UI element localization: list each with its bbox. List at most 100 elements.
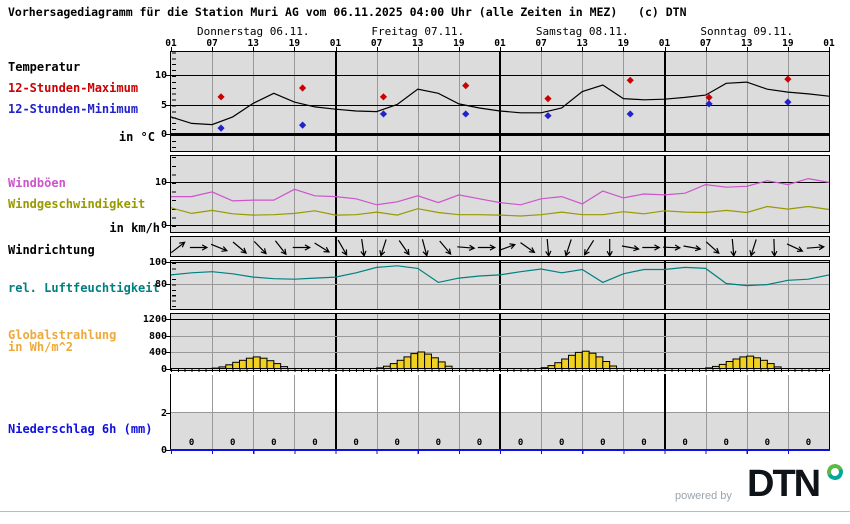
grid-line-v — [623, 156, 625, 232]
grid-line-v — [582, 156, 584, 232]
axis-tick — [500, 47, 501, 51]
axis-tick — [746, 47, 748, 51]
hour-tick-label: 01 — [658, 38, 671, 49]
y-axis-label: 10 — [154, 70, 167, 81]
day-boundary-line — [663, 236, 666, 257]
grid-line-v — [787, 375, 789, 449]
day-boundary-line — [499, 155, 501, 233]
grid-line-h — [171, 182, 829, 183]
day-boundary-line — [499, 236, 501, 257]
y-axis-label: 100 — [148, 257, 167, 268]
grid-line-v — [376, 375, 378, 449]
grid-line-v — [458, 261, 460, 309]
footer-divider — [0, 511, 850, 512]
precip-value: 0 — [764, 438, 771, 448]
grid-line-v — [746, 314, 748, 370]
grid-line-v — [582, 314, 584, 370]
axis-tick — [171, 47, 172, 51]
precip-value: 0 — [805, 438, 812, 448]
y-axis-label: 2 — [160, 408, 167, 419]
hour-tick-label: 01 — [165, 38, 177, 49]
grid-line-v — [376, 52, 378, 151]
minor-tick-strip — [172, 156, 176, 232]
precip-baseline — [170, 449, 830, 451]
label-wind-speed: Windgeschwindigkeit — [8, 197, 146, 211]
axis-tick — [582, 47, 584, 51]
day-boundary-line — [663, 155, 666, 233]
day-boundary-line — [663, 260, 666, 310]
day-label: Freitag 07.11. — [371, 25, 465, 38]
y-axis-tick — [166, 104, 170, 106]
grid-line-v — [376, 314, 378, 370]
grid-line-v — [212, 375, 214, 449]
day-boundary-line — [334, 51, 337, 152]
grid-line-v — [746, 237, 748, 256]
grid-line-v — [746, 52, 748, 151]
y-axis-label: 1200 — [142, 314, 167, 325]
y-axis-tick — [166, 75, 170, 76]
hour-tick-label: 19 — [453, 38, 465, 49]
day-label: Donnerstag 06.11. — [196, 25, 310, 38]
grid-line-v — [582, 375, 584, 449]
grid-line-v — [253, 237, 255, 256]
grid-line-v — [294, 237, 296, 256]
grid-line-v — [746, 375, 748, 449]
y-axis-label: 0 — [160, 220, 167, 231]
grid-line-v — [623, 375, 625, 449]
grid-line-v — [417, 156, 419, 232]
grid-line-v — [705, 52, 707, 151]
label-radiation: Globalstrahlung — [8, 328, 117, 342]
grid-line-v — [212, 156, 214, 232]
y-axis-tick — [166, 225, 170, 226]
grid-line-v — [458, 237, 460, 256]
hour-tick-label: 07 — [699, 38, 712, 49]
grid-line-v — [253, 375, 255, 449]
hour-tick-label: 07 — [206, 38, 218, 49]
y-axis-tick — [166, 134, 170, 135]
y-axis-label: 10 — [154, 177, 167, 188]
grid-line-v — [787, 52, 789, 151]
grid-line-v — [417, 261, 419, 309]
temp-zero-line — [171, 133, 829, 136]
grid-line-v — [705, 314, 707, 370]
axis-tick — [253, 47, 255, 51]
y-axis-tick — [166, 262, 170, 263]
label-wind-unit: in km/h — [109, 221, 160, 235]
grid-line-v — [458, 156, 460, 232]
axis-tick — [417, 47, 419, 51]
precip-value: 0 — [558, 438, 565, 448]
grid-line-v — [417, 314, 419, 370]
y-axis-tick — [166, 450, 170, 451]
grid-line-v — [294, 52, 296, 151]
hour-tick-label: 13 — [741, 38, 753, 49]
hour-tick-label: 13 — [247, 38, 259, 49]
label-wind-gusts: Windböen — [8, 176, 66, 190]
grid-line-v — [787, 314, 789, 370]
day-boundary-line — [663, 51, 666, 152]
y-axis-tick — [166, 352, 170, 353]
grid-line-v — [294, 156, 296, 232]
grid-line-v — [417, 52, 419, 151]
hour-tick-label: 19 — [782, 38, 794, 49]
axis-tick — [623, 47, 625, 51]
axis-tick — [212, 47, 214, 51]
day-boundary-line — [499, 260, 501, 310]
grid-line-v — [294, 375, 296, 449]
grid-line-v — [212, 237, 214, 256]
grid-line-h — [171, 352, 829, 353]
hour-tick-label: 01 — [823, 38, 835, 49]
precip-value: 0 — [600, 438, 606, 448]
day-boundary-line — [499, 374, 501, 450]
hour-tick-label: 13 — [412, 38, 424, 49]
grid-line-v — [623, 314, 625, 370]
precip-value: 0 — [641, 438, 647, 448]
grid-line-v — [212, 261, 214, 309]
day-boundary-line — [663, 313, 666, 371]
precip-value: 0 — [476, 438, 483, 448]
y-axis-label: 0 — [160, 363, 167, 375]
day-boundary-line — [499, 313, 501, 371]
grid-line-h — [171, 104, 829, 106]
precip-value: 0 — [188, 438, 195, 448]
dtn-logo-dot-icon — [824, 461, 846, 483]
y-axis-tick — [166, 413, 170, 414]
